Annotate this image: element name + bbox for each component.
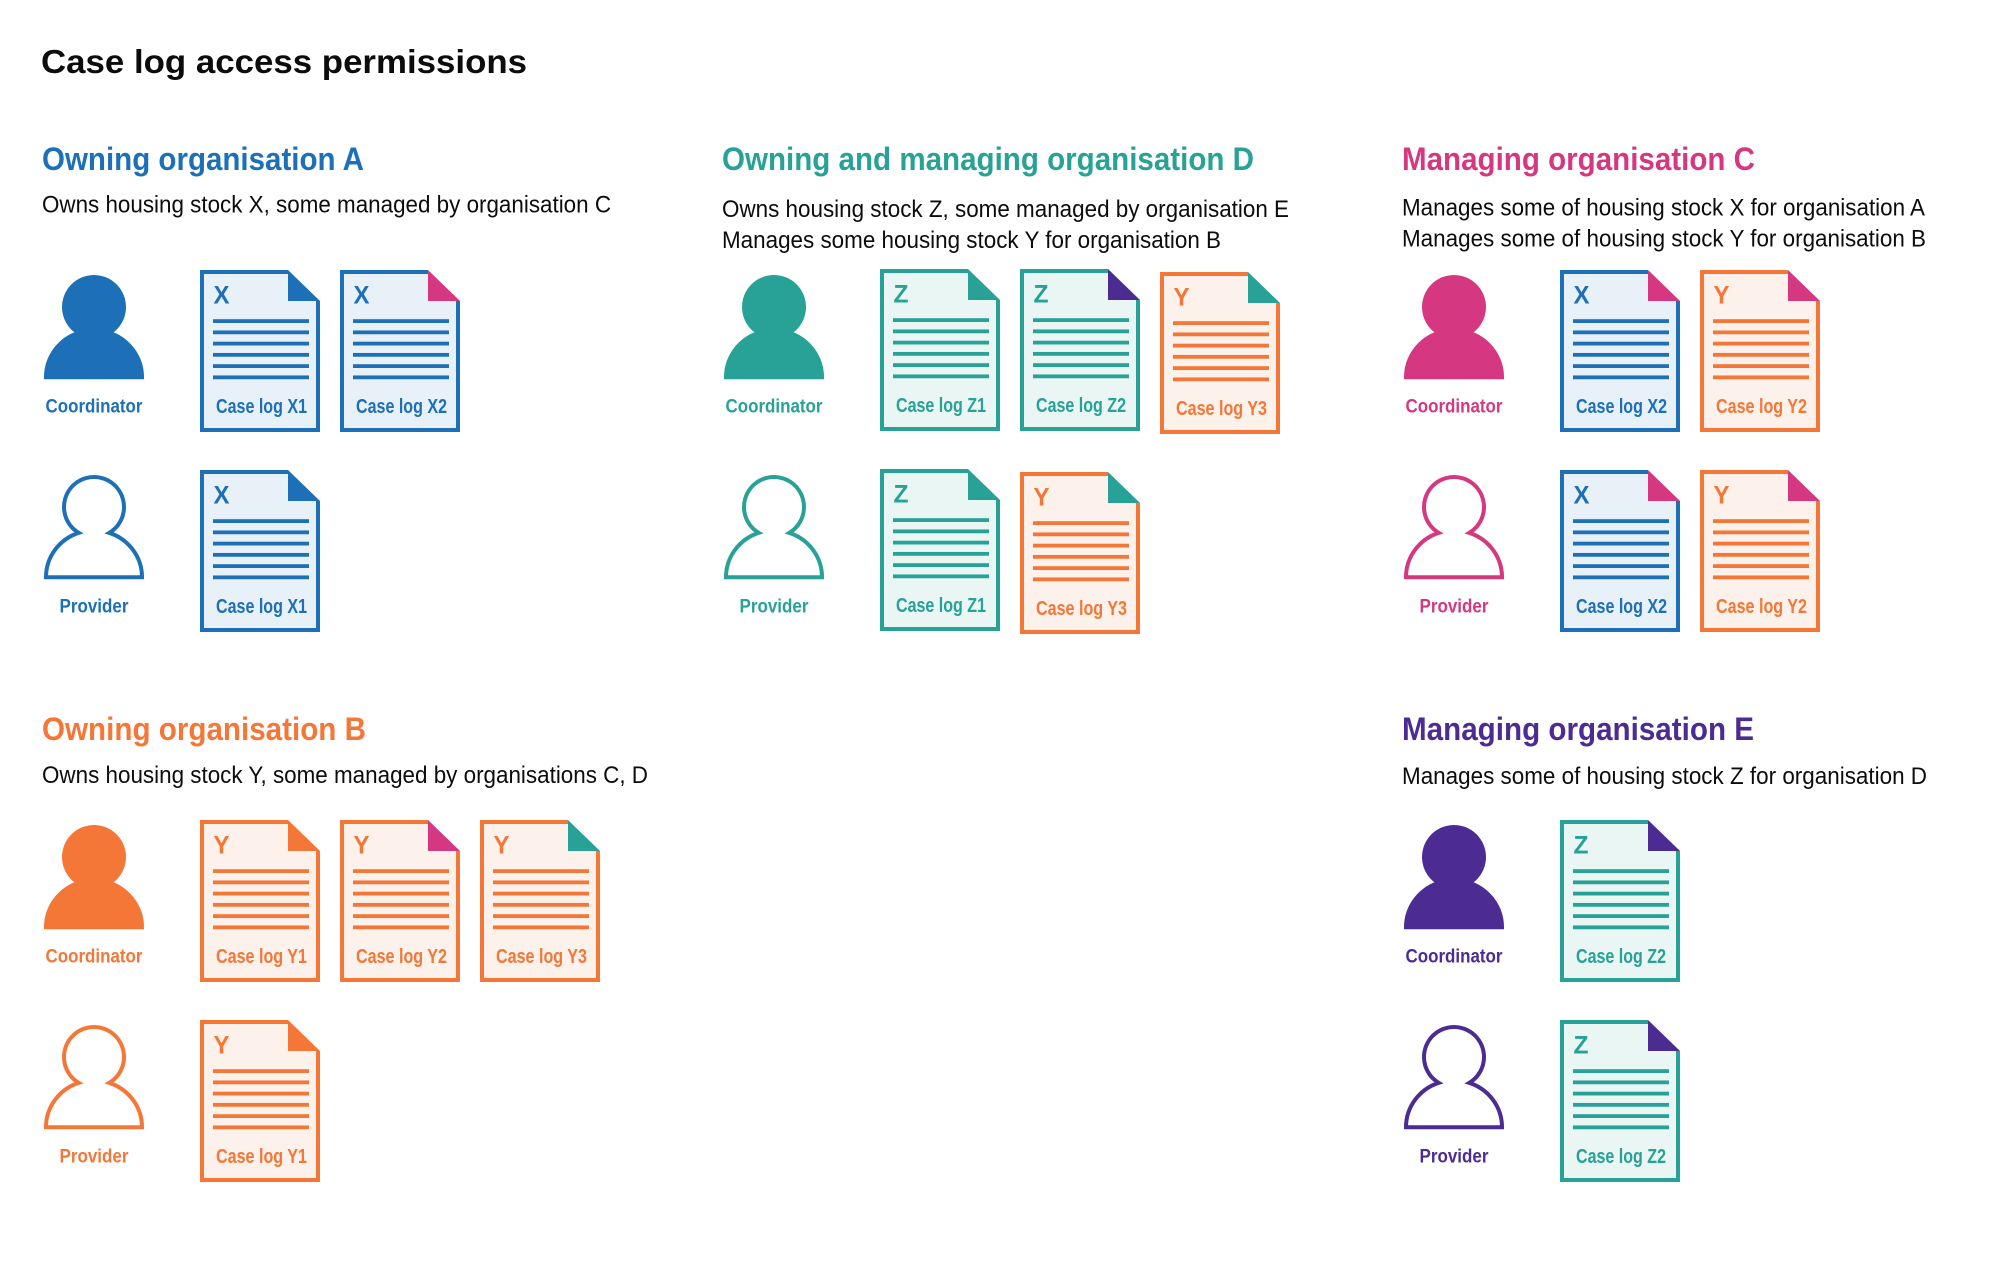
svg-text:Case log Z2: Case log Z2: [1036, 395, 1126, 417]
svg-text:Manages some of housing stock: Manages some of housing stock X for orga…: [1402, 195, 1925, 222]
svg-text:Managing organisation E: Managing organisation E: [1402, 711, 1754, 747]
svg-text:Coordinator: Coordinator: [726, 396, 824, 417]
svg-text:X: X: [214, 482, 230, 510]
svg-text:Manages some of housing stock: Manages some of housing stock Y for orga…: [1402, 225, 1926, 252]
svg-text:Managing organisation C: Managing organisation C: [1402, 141, 1755, 177]
svg-text:Coordinator: Coordinator: [1406, 946, 1504, 967]
svg-text:Y: Y: [1714, 282, 1730, 310]
svg-text:Case log Y3: Case log Y3: [1176, 398, 1267, 420]
svg-text:Case log Z2: Case log Z2: [1576, 946, 1666, 968]
svg-text:Y: Y: [214, 1032, 230, 1060]
svg-text:Manages some housing stock Y f: Manages some housing stock Y for organis…: [722, 227, 1221, 254]
svg-text:Case log Y2: Case log Y2: [356, 946, 447, 968]
svg-text:Case log Y2: Case log Y2: [1716, 596, 1807, 618]
svg-text:Provider: Provider: [60, 1146, 130, 1167]
svg-text:Z: Z: [1034, 281, 1049, 309]
svg-text:Coordinator: Coordinator: [46, 396, 144, 417]
svg-text:Owns housing stock Y, some man: Owns housing stock Y, some managed by or…: [42, 762, 648, 789]
svg-text:X: X: [1574, 282, 1590, 310]
svg-text:X: X: [1574, 482, 1590, 510]
svg-text:Provider: Provider: [1420, 596, 1490, 617]
svg-text:Provider: Provider: [1420, 1146, 1490, 1167]
svg-text:Y: Y: [494, 832, 510, 860]
svg-text:Case log X2: Case log X2: [1576, 396, 1667, 418]
svg-text:Z: Z: [1574, 1032, 1589, 1060]
svg-text:Owning organisation A: Owning organisation A: [42, 141, 364, 177]
svg-text:Case log Y3: Case log Y3: [496, 946, 587, 968]
svg-text:Case log Y2: Case log Y2: [1716, 396, 1807, 418]
svg-text:Owning and managing organisati: Owning and managing organisation D: [722, 141, 1254, 177]
svg-text:Case log X1: Case log X1: [216, 396, 307, 418]
svg-text:Case log Z2: Case log Z2: [1576, 1146, 1666, 1168]
svg-text:Owns housing stock X, some man: Owns housing stock X, some managed by or…: [42, 192, 611, 219]
svg-text:Owns housing stock Z, some man: Owns housing stock Z, some managed by or…: [722, 196, 1289, 223]
svg-text:Case log Z1: Case log Z1: [896, 395, 986, 417]
svg-text:Owning organisation B: Owning organisation B: [42, 711, 366, 747]
svg-text:Case log X1: Case log X1: [216, 596, 307, 618]
svg-text:Z: Z: [1574, 832, 1589, 860]
svg-text:Coordinator: Coordinator: [1406, 396, 1504, 417]
svg-text:Manages some of housing stock: Manages some of housing stock Z for orga…: [1402, 763, 1927, 790]
svg-text:Case log access permissions: Case log access permissions: [41, 43, 527, 80]
svg-text:Case log X2: Case log X2: [1576, 596, 1667, 618]
svg-text:Y: Y: [1174, 284, 1190, 312]
svg-text:Z: Z: [894, 281, 909, 309]
svg-text:Case log Y1: Case log Y1: [216, 946, 307, 968]
svg-text:Y: Y: [354, 832, 370, 860]
svg-text:Case log Z1: Case log Z1: [896, 595, 986, 617]
svg-text:Case log Y1: Case log Y1: [216, 1146, 307, 1168]
svg-text:Y: Y: [214, 832, 230, 860]
svg-text:Provider: Provider: [740, 596, 810, 617]
svg-text:X: X: [354, 282, 370, 310]
svg-text:Z: Z: [894, 481, 909, 509]
svg-text:X: X: [214, 282, 230, 310]
svg-text:Case log Y3: Case log Y3: [1036, 598, 1127, 620]
svg-text:Coordinator: Coordinator: [46, 946, 144, 967]
svg-text:Y: Y: [1034, 484, 1050, 512]
svg-text:Provider: Provider: [60, 596, 130, 617]
svg-text:Y: Y: [1714, 482, 1730, 510]
svg-text:Case log X2: Case log X2: [356, 396, 447, 418]
